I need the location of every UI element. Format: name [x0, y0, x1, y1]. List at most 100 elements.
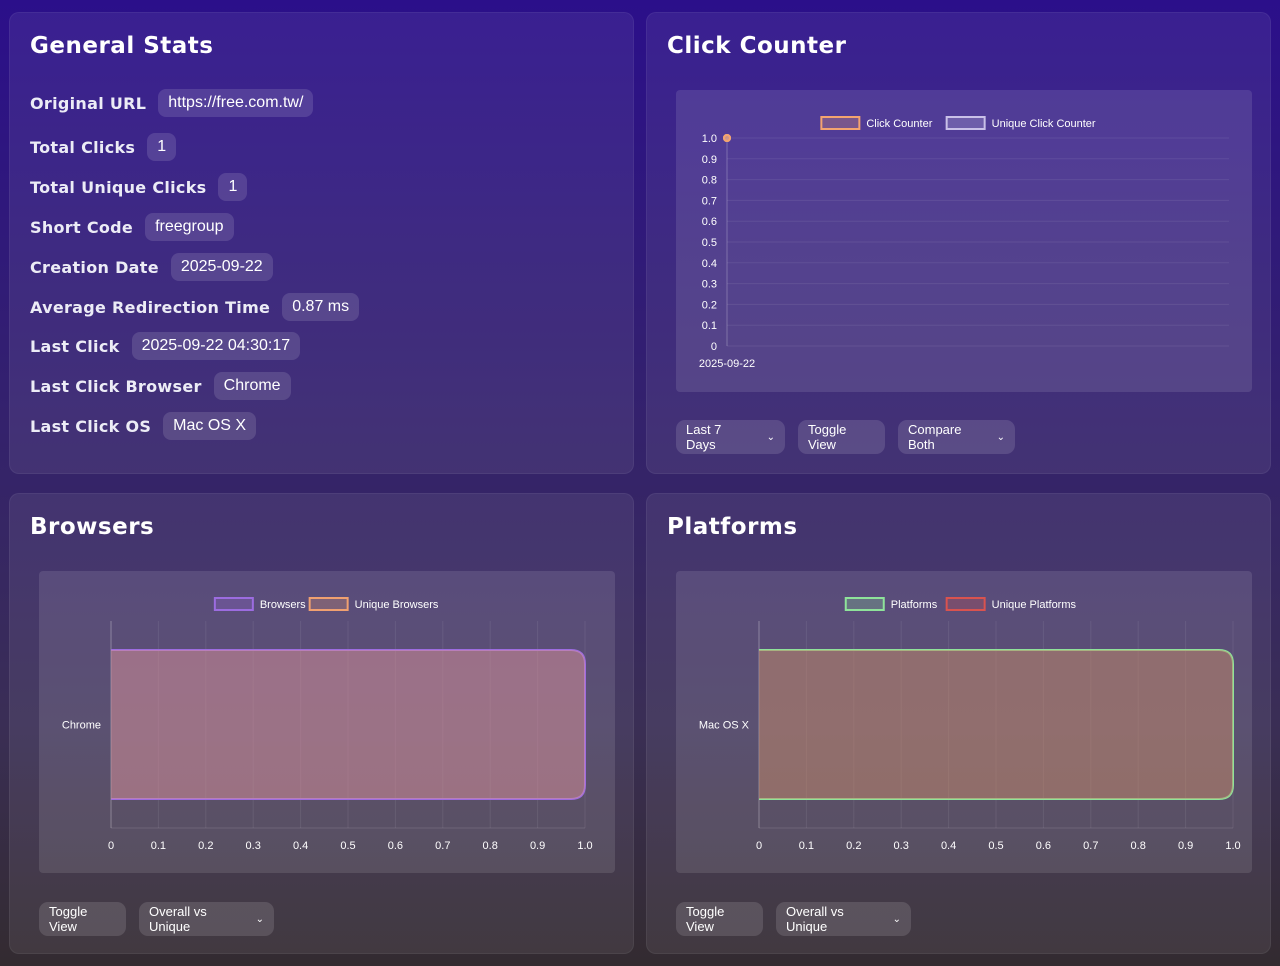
stat-row: Original URL https://free.com.tw/ [30, 87, 314, 119]
x-tick-label: 0.5 [988, 840, 1003, 852]
x-tick-label: 0.9 [1178, 840, 1193, 852]
stat-row: Total Clicks 1 [30, 131, 177, 163]
compare-select-value: Overall vs Unique [786, 904, 844, 934]
stat-label: Last Click [30, 336, 120, 356]
platforms-card: Platforms Platforms Unique Platforms 0 0.1 0… [646, 493, 1271, 954]
x-tick-label: 0.2 [846, 840, 861, 852]
click-counter-chart: Click Counter Unique Click Counter 0 0.1 0.2… [699, 116, 1229, 370]
x-tick-label: 1.0 [1225, 840, 1240, 852]
y-tick-label: 0.5 [702, 237, 717, 249]
chevron-down-icon: ⌄ [892, 913, 901, 925]
x-tick-label: 1.0 [577, 840, 592, 852]
stat-row: Creation Date 2025-09-22 [30, 251, 273, 283]
toggle-view-label: Toggle View [686, 904, 725, 934]
stat-label: Total Unique Clicks [30, 177, 207, 197]
stat-value: freegroup [145, 213, 234, 241]
legend-swatch [945, 597, 986, 611]
range-select[interactable]: Last 7 Days ⌄ [676, 420, 785, 454]
bar [111, 650, 585, 799]
click-counter-title: Click Counter [667, 33, 847, 59]
stat-value: Mac OS X [163, 412, 257, 440]
general-stats-card: General Stats Original URL https://free.c… [9, 12, 634, 474]
x-tick-label: 0.9 [530, 840, 545, 852]
y-tick-label: 0 [711, 341, 717, 353]
bar-outline [759, 649, 1234, 800]
stat-label: Last Click Browser [30, 376, 202, 396]
y-tick-label: 0.1 [702, 320, 717, 332]
stat-row: Last Click OS Mac OS X [30, 410, 257, 442]
platforms-chart-container: Platforms Unique Platforms 0 0.1 0.2 0.3 0.4 0.… [676, 571, 1252, 873]
y-tick-label: 0.4 [702, 258, 717, 270]
stat-label: Creation Date [30, 257, 159, 277]
legend-label: Unique Platforms [992, 599, 1077, 611]
toggle-view-button[interactable]: Toggle View [676, 902, 763, 936]
x-tick-label: 0.5 [340, 840, 355, 852]
data-point [723, 134, 731, 142]
chevron-down-icon: ⌄ [996, 431, 1005, 443]
chevron-down-icon: ⌄ [255, 913, 264, 925]
stat-row: Last Click 2025-09-22 04:30:17 [30, 330, 301, 362]
y-tick-label: 0.8 [702, 175, 717, 187]
legend-swatch [844, 597, 885, 611]
stat-value: 2025-09-22 [170, 253, 273, 281]
x-tick-label: 0.3 [246, 840, 261, 852]
compare-select-value: Compare Both [908, 422, 962, 452]
stat-row: Short Code freegroup [30, 211, 234, 243]
platforms-chart: Platforms Unique Platforms 0 0.1 0.2 0.3 0.4 0.… [699, 597, 1241, 852]
browsers-chart-container: Browsers Unique Browsers 0 0.1 0.2 0.3 0.4 0.5 0… [39, 571, 615, 873]
compare-select[interactable]: Overall vs Unique ⌄ [776, 902, 911, 936]
stat-label: Original URL [30, 93, 147, 113]
bar-outline [111, 649, 586, 800]
stat-label: Short Code [30, 217, 134, 237]
toggle-view-button[interactable]: Toggle View [39, 902, 126, 936]
bar [111, 650, 585, 799]
bar [759, 650, 1233, 799]
compare-select[interactable]: Overall vs Unique ⌄ [139, 902, 274, 936]
x-tick-label: 0.4 [941, 840, 956, 852]
stat-row: Last Click Browser Chrome [30, 370, 291, 402]
click-counter-card: Click Counter Click Counter Unique Click … [646, 12, 1271, 474]
stat-row: Total Unique Clicks 1 [30, 171, 248, 203]
legend-label: Unique Browsers [355, 599, 439, 611]
legend-swatch [308, 597, 349, 611]
stat-row: Average Redirection Time 0.87 ms [30, 291, 360, 323]
legend-swatch [945, 116, 986, 130]
stat-value: 1 [147, 133, 177, 161]
toggle-view-label: Toggle View [808, 422, 847, 452]
x-tick-label: 0 [108, 840, 114, 852]
bar [759, 650, 1233, 799]
range-select-value: Last 7 Days [686, 422, 722, 452]
x-tick-label: 0.6 [388, 840, 403, 852]
x-tick-label: 0.3 [894, 840, 909, 852]
y-tick-label: 1.0 [702, 133, 717, 145]
stat-value: 0.87 ms [282, 293, 360, 321]
legend-label: Click Counter [866, 118, 932, 130]
click-counter-chart-container: Click Counter Unique Click Counter 0 0.1 0.2… [676, 90, 1252, 392]
x-tick-label: 0.4 [293, 840, 308, 852]
compare-select[interactable]: Compare Both ⌄ [898, 420, 1015, 454]
legend-label: Platforms [891, 599, 938, 611]
legend-label: Browsers [260, 599, 306, 611]
x-tick-label: 0.6 [1036, 840, 1051, 852]
stat-label: Last Click OS [30, 416, 152, 436]
general-stats-title: General Stats [30, 33, 214, 59]
chevron-down-icon: ⌄ [766, 431, 775, 443]
y-tick-label: 0.7 [702, 195, 717, 207]
x-tick-label: 0.1 [151, 840, 166, 852]
category-label: Mac OS X [699, 720, 750, 732]
legend-swatch [820, 116, 861, 130]
toggle-view-button[interactable]: Toggle View [798, 420, 885, 454]
x-tick-label: 0.7 [1083, 840, 1098, 852]
legend-label: Unique Click Counter [992, 118, 1096, 130]
y-tick-label: 0.3 [702, 279, 717, 291]
legend-swatch [213, 597, 254, 611]
stat-value: 1 [218, 173, 248, 201]
stat-value: Chrome [213, 372, 291, 400]
browsers-card: Browsers Browsers Unique Browsers 0 0.1 0.2 0… [9, 493, 634, 954]
stat-label: Average Redirection Time [30, 297, 271, 317]
platforms-title: Platforms [667, 514, 798, 540]
browsers-chart: Browsers Unique Browsers 0 0.1 0.2 0.3 0.4 0.5 0… [62, 597, 593, 852]
x-tick-label: 0.8 [1131, 840, 1146, 852]
compare-select-value: Overall vs Unique [149, 904, 207, 934]
x-tick-label: 0.1 [799, 840, 814, 852]
